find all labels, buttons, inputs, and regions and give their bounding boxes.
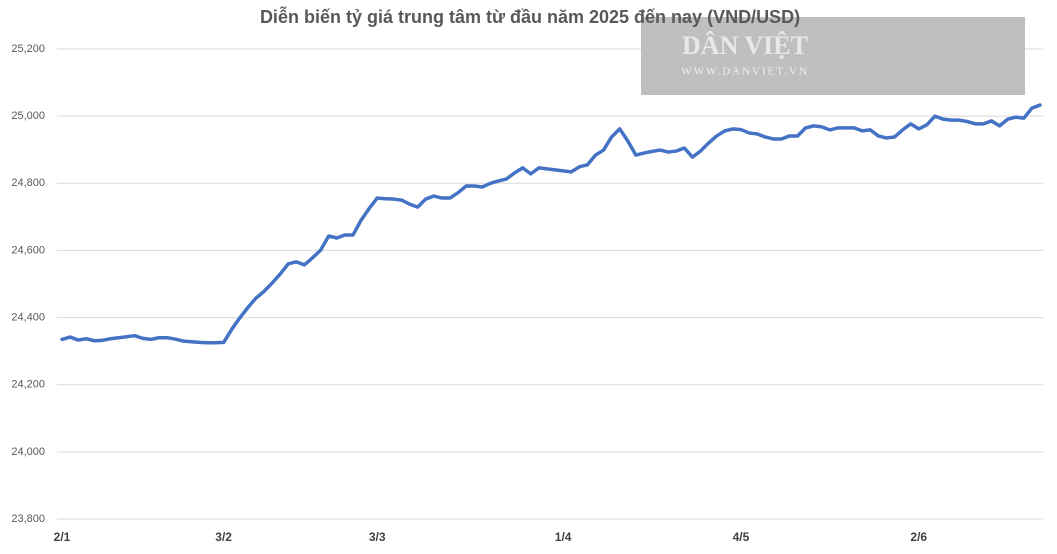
watermark-url: WWW.DANVIET.VN [681, 66, 809, 78]
y-tick-label: 25,000 [11, 110, 45, 122]
y-tick-label: 24,600 [11, 244, 45, 256]
x-tick-label: 2/6 [910, 530, 927, 544]
watermark-box [641, 17, 1025, 95]
x-tick-label: 4/5 [733, 530, 750, 544]
x-tick-label: 3/2 [215, 530, 232, 544]
y-tick-label: 24,800 [11, 177, 45, 189]
x-tick-label: 1/4 [555, 530, 572, 544]
y-tick-label: 24,400 [11, 311, 45, 323]
y-tick-label: 24,000 [11, 446, 45, 458]
y-tick-label: 24,200 [11, 379, 45, 391]
chart-title: Diễn biến tỷ giá trung tâm từ đầu năm 20… [260, 6, 800, 27]
x-tick-label: 3/3 [369, 530, 386, 544]
line-series [60, 103, 1042, 345]
y-tick-label: 25,200 [11, 43, 45, 55]
watermark-brand: DÂN VIỆT [682, 31, 808, 60]
y-tick-label: 23,800 [11, 513, 45, 525]
x-tick-label: 2/1 [54, 530, 71, 544]
